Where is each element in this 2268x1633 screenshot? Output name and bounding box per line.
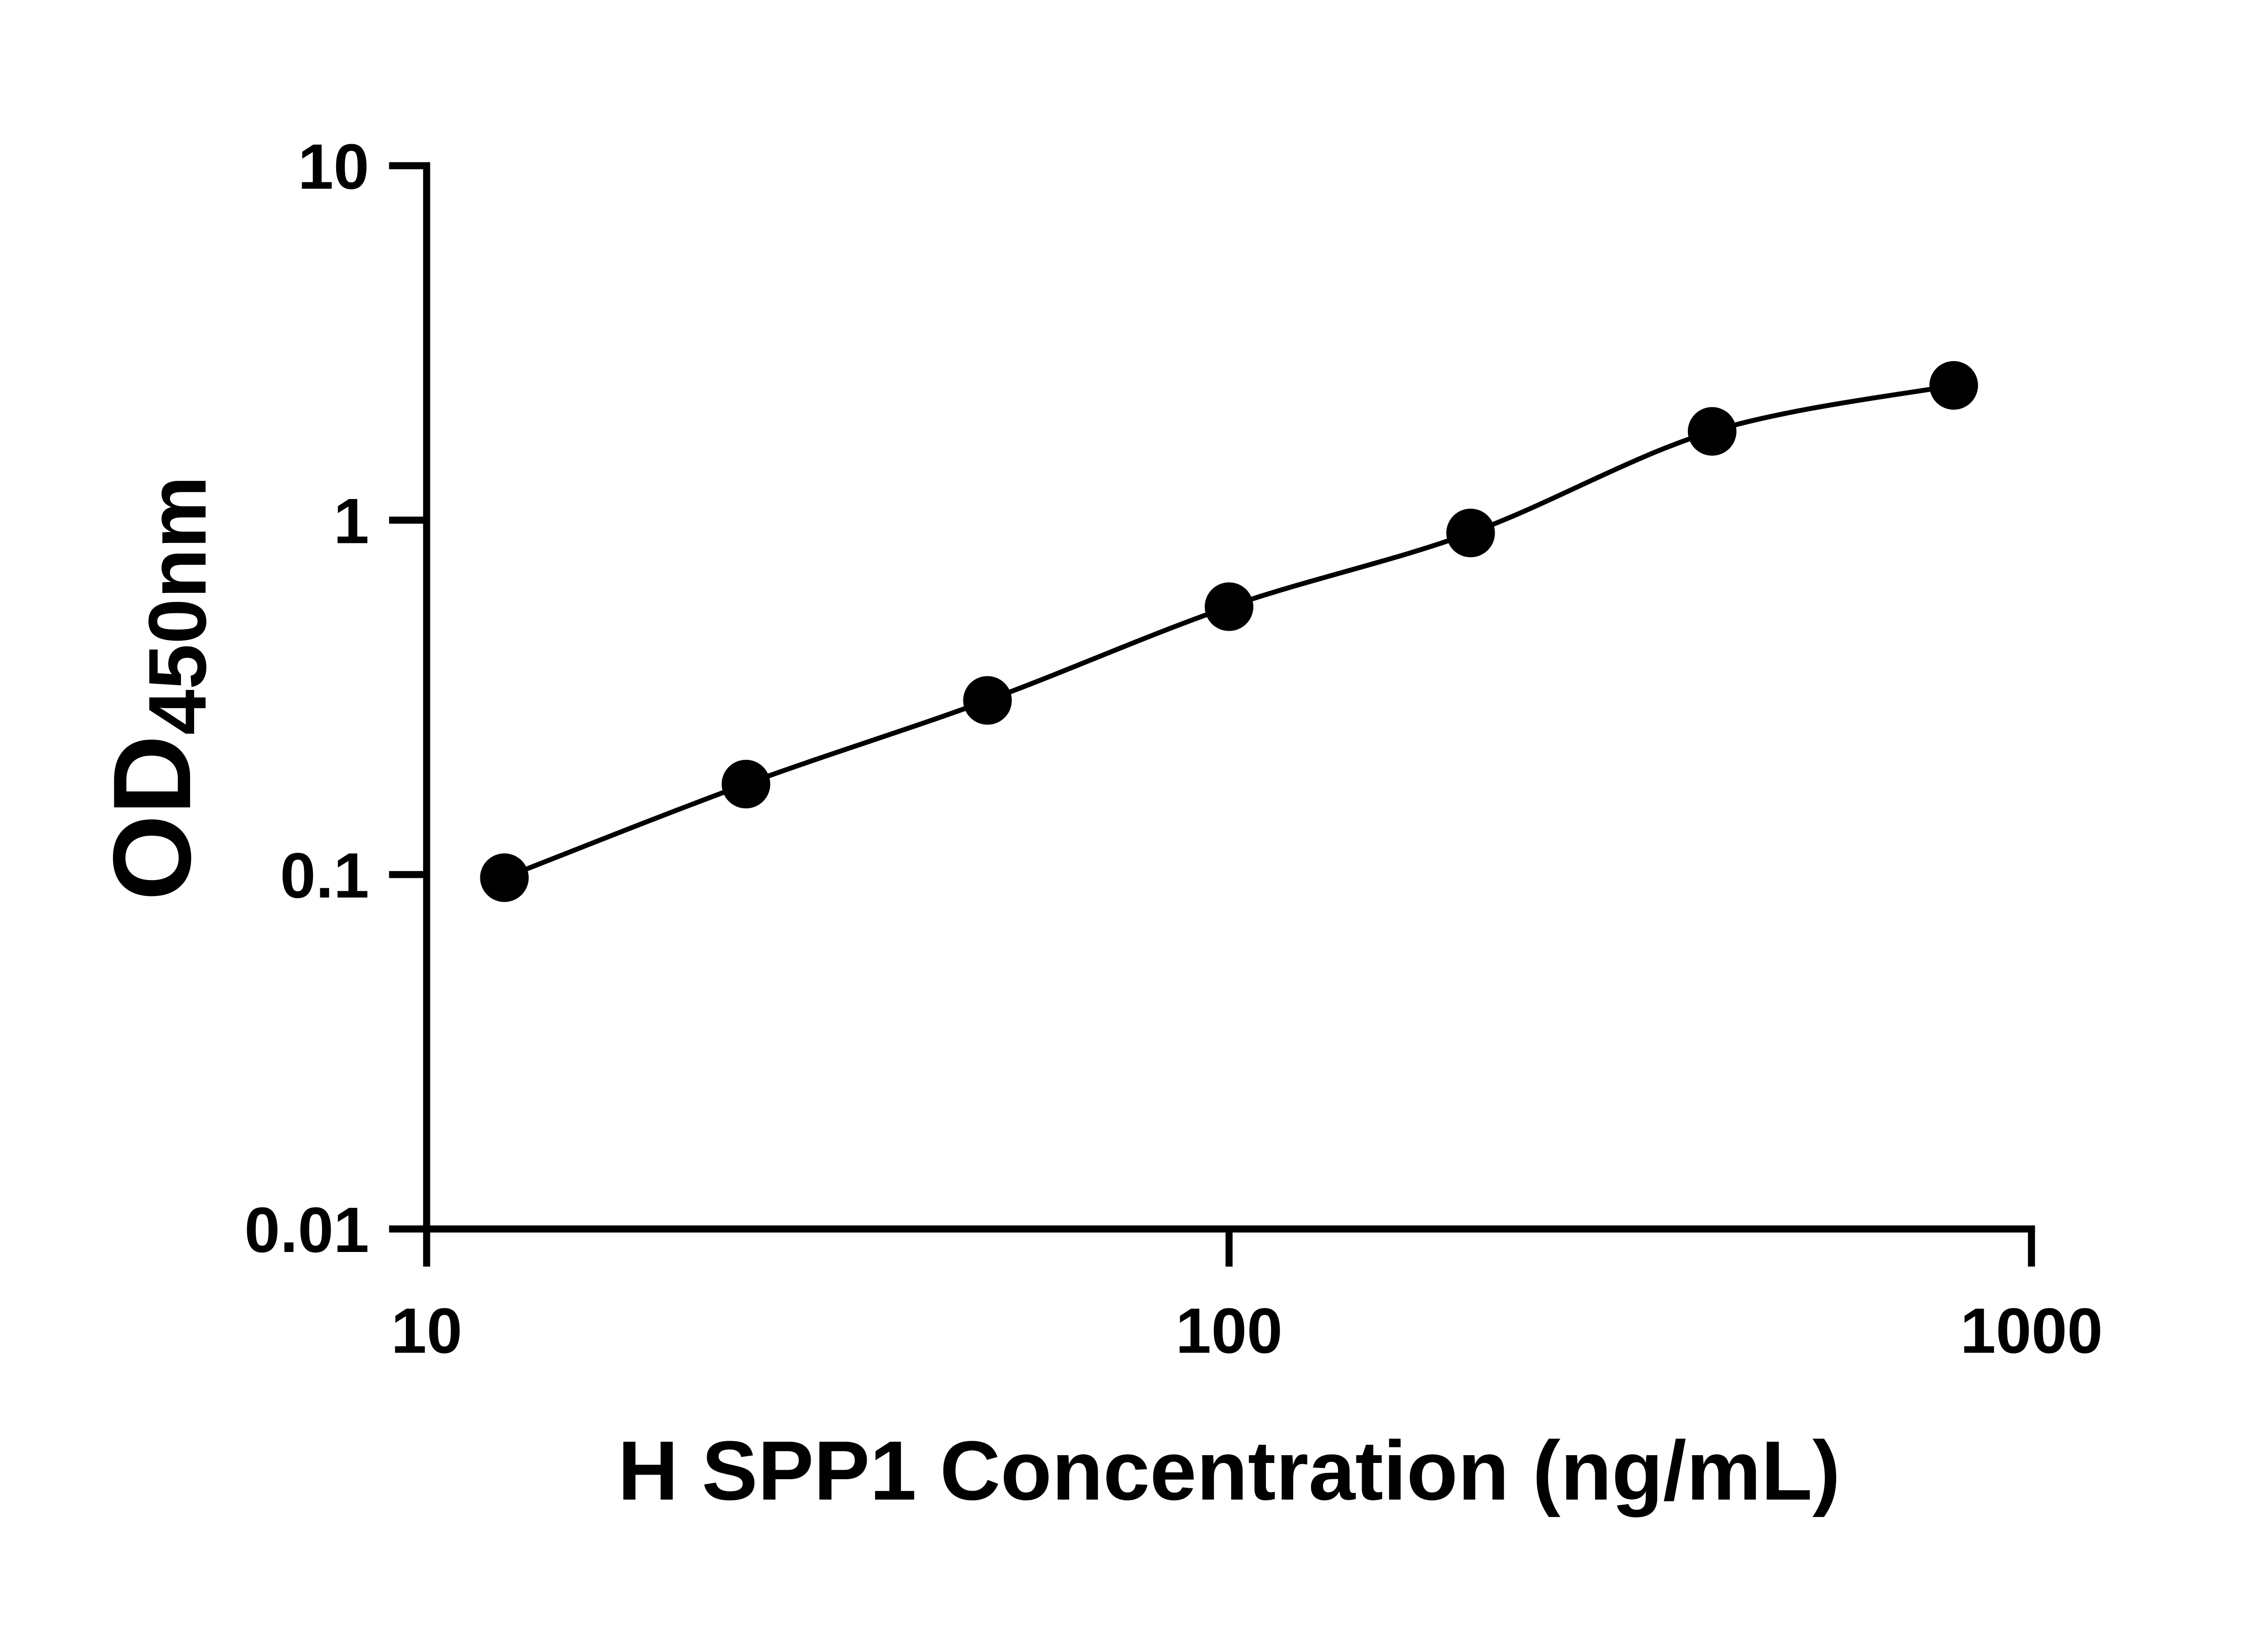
y-tick-label: 1: [333, 485, 369, 557]
axes: [423, 162, 2035, 1233]
x-tick-label: 100: [1176, 1295, 1283, 1366]
data-point: [721, 759, 771, 809]
x-axis-title: H SPP1 Concentration (ng/mL): [618, 1424, 1840, 1518]
y-axis-title: OD450nm: [90, 476, 223, 901]
data-points: [480, 361, 1978, 902]
data-point: [1446, 508, 1495, 557]
axis-lines: [423, 162, 2035, 1233]
x-tick-label: 1000: [1960, 1295, 2102, 1366]
data-point: [1687, 407, 1737, 456]
y-axis-title-subscript: 450nm: [132, 476, 223, 735]
data-point: [963, 676, 1012, 725]
y-tick-label: 10: [298, 131, 369, 202]
y-tick-label: 0.01: [244, 1194, 369, 1266]
plot-area: 10 1 0.1 0.01 10 100 1000: [244, 131, 2103, 1366]
x-tick-label: 10: [391, 1295, 462, 1366]
fit-curve: [503, 383, 1955, 880]
y-tick-label: 0.1: [280, 840, 369, 911]
y-axis-title-main: OD: [90, 735, 214, 900]
data-point: [480, 853, 529, 902]
data-point: [1929, 361, 1978, 410]
tick-marks: [389, 162, 2035, 1267]
tick-labels: 10 1 0.1 0.01 10 100 1000: [244, 131, 2103, 1366]
data-point: [1204, 582, 1254, 631]
